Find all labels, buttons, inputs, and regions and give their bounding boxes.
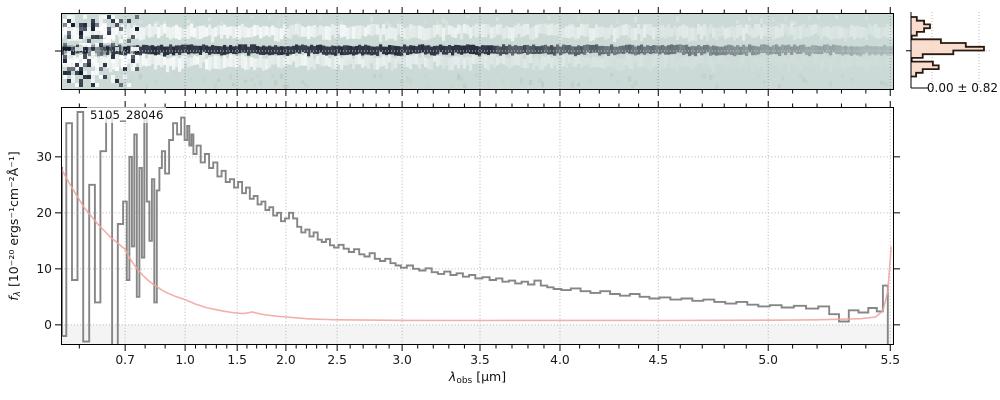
- y-tick-label: 20: [36, 206, 52, 220]
- spectrum-2d-panel: [55, 7, 894, 96]
- x-axis-label: λobs [μm]: [61, 369, 894, 386]
- y-axis-subscript: λ: [13, 291, 23, 297]
- x-tick-label: 4.0: [550, 353, 570, 367]
- x-tick-label: 0.7: [115, 353, 135, 367]
- x-axis-unit: [μm]: [472, 369, 507, 384]
- y-tick-label: 30: [36, 150, 52, 164]
- gridlines: [61, 107, 894, 345]
- x-axis-symbol: λ: [448, 369, 457, 384]
- y-tick-label: 0: [44, 318, 52, 332]
- x-tick-label: 4.5: [648, 353, 668, 367]
- object-id-label: 5105_28046: [87, 107, 167, 123]
- y-axis-symbol: f: [6, 296, 21, 301]
- pixel-histogram-panel: [906, 12, 992, 89]
- y-axis-unit: [10⁻²⁰ ergs⁻¹cm⁻²Å⁻¹]: [6, 151, 21, 291]
- x-tick-label: 1.0: [175, 353, 195, 367]
- y-tick-label: 10: [36, 262, 52, 276]
- error-line: [61, 167, 892, 322]
- x-tick-label: 3.0: [392, 353, 412, 367]
- spectrum-2d-image: [61, 13, 894, 90]
- spectrum-curves: [61, 111, 892, 345]
- x-tick-label: 2.0: [276, 353, 296, 367]
- x-tick-label: 1.5: [227, 353, 247, 367]
- histogram-path: [910, 16, 985, 78]
- x-axis-subscript: obs: [456, 376, 473, 386]
- flux-step-line: [61, 111, 889, 345]
- x-tick-label: 3.5: [470, 353, 490, 367]
- x-tick-label: 5.0: [758, 353, 778, 367]
- spectrum-1d-panel: 0.7 1.0 1.5 2.0 2.5 3.0 3.5 4.0 4.5 5.0 5.5 0 10 20 30: [36, 101, 900, 367]
- y-axis-label: fλ [10⁻²⁰ ergs⁻¹cm⁻²Å⁻¹]: [6, 107, 23, 345]
- histogram-stats-label: 0.00 ± 0.82: [926, 81, 998, 95]
- x-tick-label: 5.5: [880, 353, 900, 367]
- x-tick-label: 2.5: [327, 353, 347, 367]
